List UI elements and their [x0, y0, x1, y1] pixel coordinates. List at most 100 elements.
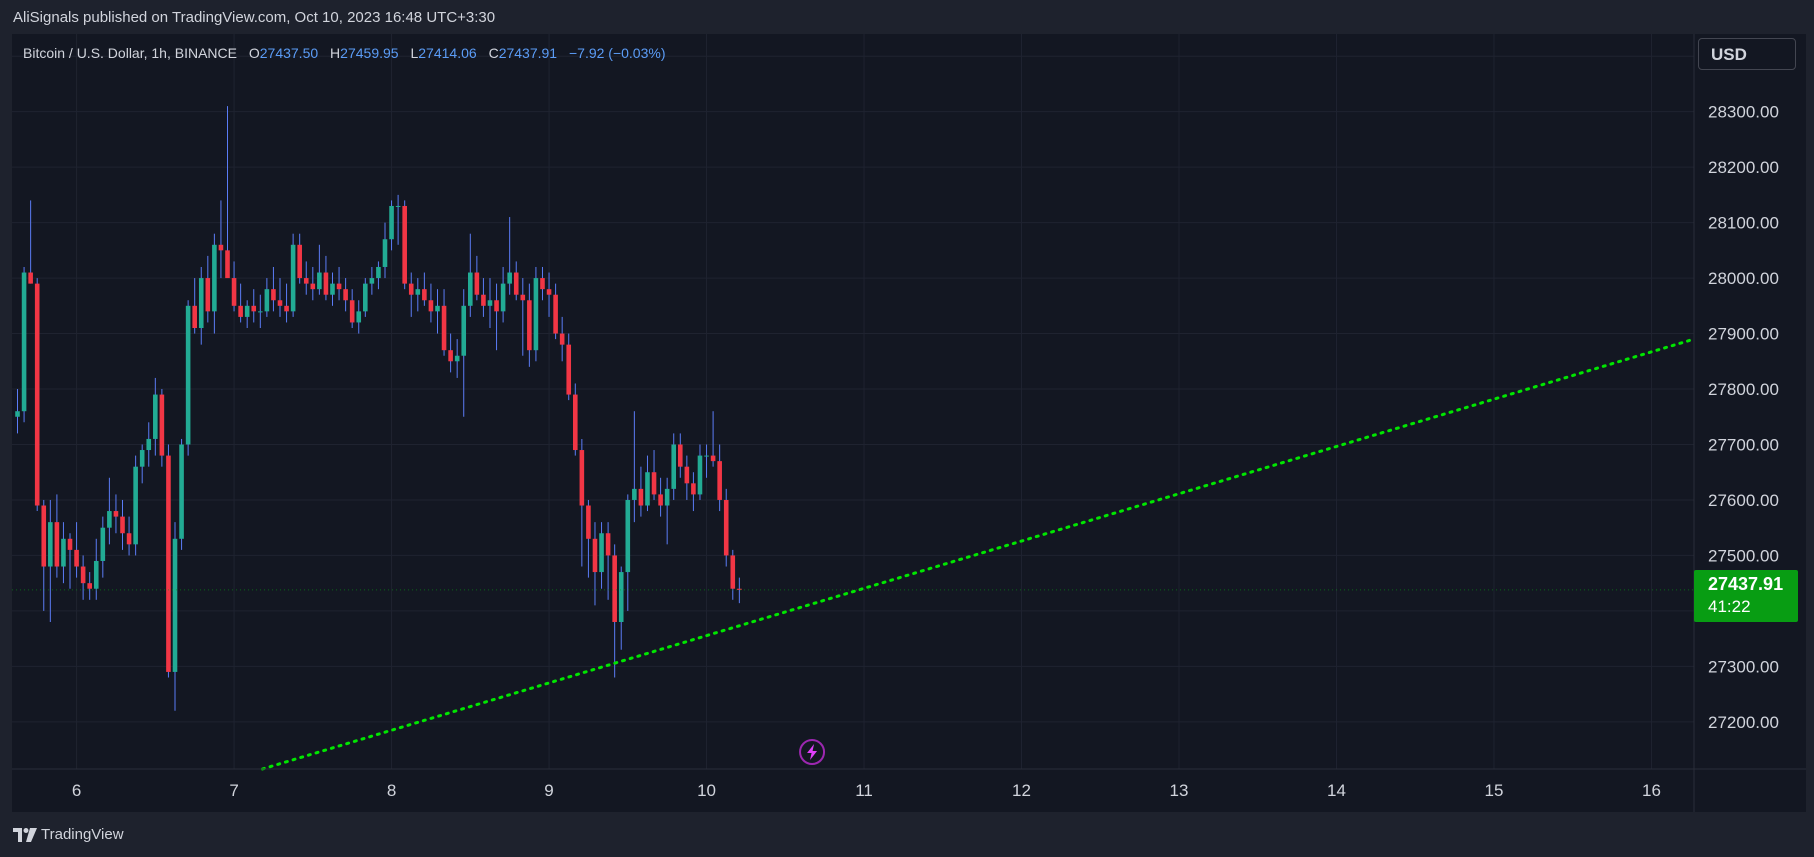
candle-down [159, 394, 165, 456]
candle-down [638, 488, 644, 506]
candle-down [231, 278, 237, 306]
axes: 6 7 8 9 10 11 12 13 14 15 16 28300.00 28200.00 28100.… [12, 34, 1806, 812]
lightning-icon[interactable] [799, 739, 826, 765]
candle-up [389, 205, 394, 240]
candle-down [74, 549, 79, 567]
x-tick-label: 14 [1327, 781, 1346, 800]
candle-up [376, 266, 381, 279]
candle-up [93, 560, 99, 589]
publisher-line: AliSignals published on TradingView.com,… [13, 9, 496, 26]
candle-down [448, 350, 453, 362]
candle-down [28, 272, 33, 284]
candle-down [297, 244, 302, 279]
candle-up [632, 488, 637, 500]
trendline-segment [260, 337, 1696, 771]
symbol-legend: Bitcoin / U.S. Dollar, 1h, BINANCE O2743… [23, 45, 666, 61]
candle-up [533, 278, 539, 351]
trendline[interactable] [260, 337, 1696, 771]
candle-down [218, 244, 224, 251]
candle-up [179, 444, 184, 539]
candle-down [113, 511, 119, 517]
candle-up [618, 572, 624, 622]
footer-brand[interactable]: TradingView [13, 826, 124, 843]
currency-button[interactable]: USD [1698, 38, 1796, 70]
candle-down [205, 278, 211, 312]
candle-down [579, 450, 585, 506]
candle-up [198, 278, 204, 328]
high-label: H [330, 45, 341, 61]
candle-up [395, 205, 401, 207]
x-tick-label: 6 [72, 781, 81, 800]
candle-down [336, 283, 342, 290]
y-tick-label: 27700.00 [1708, 435, 1779, 454]
candle-up [500, 283, 506, 312]
candle-down [402, 205, 407, 284]
candle-down [546, 289, 552, 295]
candle-up [317, 272, 322, 290]
candle-up [48, 522, 53, 567]
candle-up [107, 511, 112, 528]
candle-down [658, 494, 663, 506]
candle-down [343, 289, 348, 301]
candle-up [185, 305, 191, 445]
y-tick-label: 27300.00 [1708, 657, 1779, 676]
candle-up [468, 272, 473, 306]
candle-down [80, 566, 86, 584]
y-tick-label: 28100.00 [1708, 214, 1779, 233]
chart-frame[interactable] [12, 34, 1806, 812]
y-tick-label: 27900.00 [1708, 325, 1779, 344]
open-label: O [248, 45, 260, 61]
x-tick-label: 11 [855, 781, 873, 800]
y-tick-label: 28000.00 [1708, 269, 1779, 288]
bar-countdown: 41:22 [1708, 597, 1751, 616]
symbol-name: Bitcoin / U.S. Dollar, 1h, BINANCE [23, 45, 237, 61]
candle-up [487, 300, 493, 306]
candle-up [645, 472, 650, 506]
candle-down [572, 394, 578, 451]
y-tick-label: 27600.00 [1708, 491, 1779, 510]
candle-up [671, 444, 677, 489]
candle-down [323, 272, 329, 295]
x-tick-label: 9 [544, 781, 553, 800]
x-tick-label: 15 [1485, 781, 1504, 800]
candle-down [566, 344, 572, 395]
low-value: 27414.06 [418, 45, 477, 61]
candle-down [723, 499, 729, 556]
candle-down [303, 278, 309, 284]
candle-down [284, 305, 289, 312]
candle-down [730, 555, 736, 589]
candle-down [310, 283, 316, 290]
candle-up [15, 411, 20, 417]
candle-down [422, 289, 427, 301]
candle-up [100, 527, 106, 561]
candle-up [415, 289, 421, 295]
candle-up [146, 438, 152, 451]
candle-down [87, 583, 92, 589]
candle-up [61, 538, 66, 567]
candle-down [691, 483, 696, 495]
candle-up [664, 488, 670, 506]
candle-up [454, 355, 460, 362]
x-tick-label: 10 [697, 781, 716, 800]
candle-up [369, 278, 375, 284]
candle-down [494, 300, 499, 312]
tradingview-logo-icon [13, 827, 37, 842]
candle-down [481, 294, 486, 306]
candle-up [704, 455, 709, 457]
candle-down [592, 538, 598, 573]
candle-up [330, 283, 335, 295]
candle-down [651, 472, 657, 495]
candle-down [277, 300, 283, 306]
x-tick-label: 8 [387, 781, 396, 800]
candle-down [349, 300, 355, 323]
change-value: −7.92 (−0.03%) [568, 45, 666, 61]
candle-down [428, 300, 434, 312]
candle-up [435, 305, 440, 312]
candle-down [710, 455, 716, 462]
x-tick-label: 7 [229, 781, 238, 800]
candle-down [225, 250, 230, 279]
candle-down [553, 294, 558, 334]
y-tick-label: 27500.00 [1708, 546, 1779, 565]
candle-down [684, 466, 690, 484]
